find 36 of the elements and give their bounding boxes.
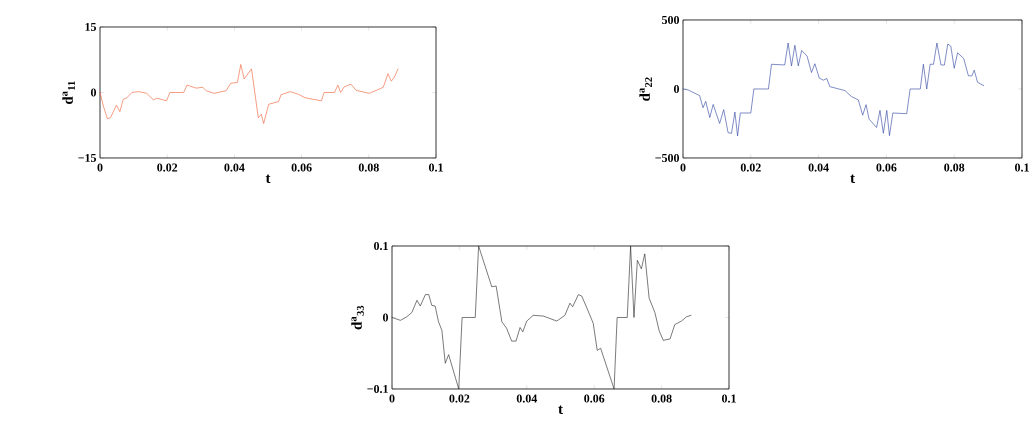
x-tick-label: 0.06 <box>876 163 897 172</box>
x-tick-label: 0.1 <box>428 163 443 172</box>
x-tick-label: 0.06 <box>584 394 605 403</box>
x-axis-title: t <box>265 174 271 184</box>
y-tick-label: −0.1 <box>367 384 388 394</box>
y-tick-label: −500 <box>655 153 680 163</box>
x-axis-title: t <box>850 174 855 184</box>
x-tick-label: 0.02 <box>740 163 761 172</box>
y-axis-title: d$^{a}$22 <box>639 77 652 101</box>
line-series <box>391 245 692 390</box>
x-tick-label: 0.08 <box>944 163 965 172</box>
y-axis-title: d$^{a}$11 <box>62 81 75 105</box>
y-tick-label: 0 <box>673 84 680 94</box>
x-tick-label: 0.1 <box>1014 163 1029 172</box>
line-series <box>99 64 399 124</box>
line-series <box>682 42 984 137</box>
y-tick-label: 500 <box>662 15 680 25</box>
x-tick-label: 0.04 <box>808 163 829 172</box>
x-tick-label: 0.08 <box>651 394 672 403</box>
x-tick-label: 0.06 <box>291 163 312 172</box>
y-tick-label: 0 <box>382 313 389 322</box>
y-tick-label: 15 <box>85 22 97 31</box>
x-tick-label: 0.04 <box>224 163 245 172</box>
y-tick-label: 0 <box>90 88 97 97</box>
y-tick-label: −15 <box>78 153 97 162</box>
x-tick-label: 0 <box>389 394 395 403</box>
x-tick-label: 0.04 <box>516 394 538 403</box>
x-tick-label: 0 <box>680 163 686 172</box>
y-tick-label: 0.1 <box>374 241 388 251</box>
x-tick-label: 0 <box>97 163 103 172</box>
x-tick-label: 0.02 <box>157 163 178 172</box>
x-tick-label: 0.02 <box>449 394 470 403</box>
x-tick-label: 0.08 <box>358 163 379 172</box>
x-tick-label: 0.1 <box>721 394 736 403</box>
x-axis-title: t <box>558 405 563 415</box>
y-axis-title: d$^{a}$33 <box>351 305 364 330</box>
